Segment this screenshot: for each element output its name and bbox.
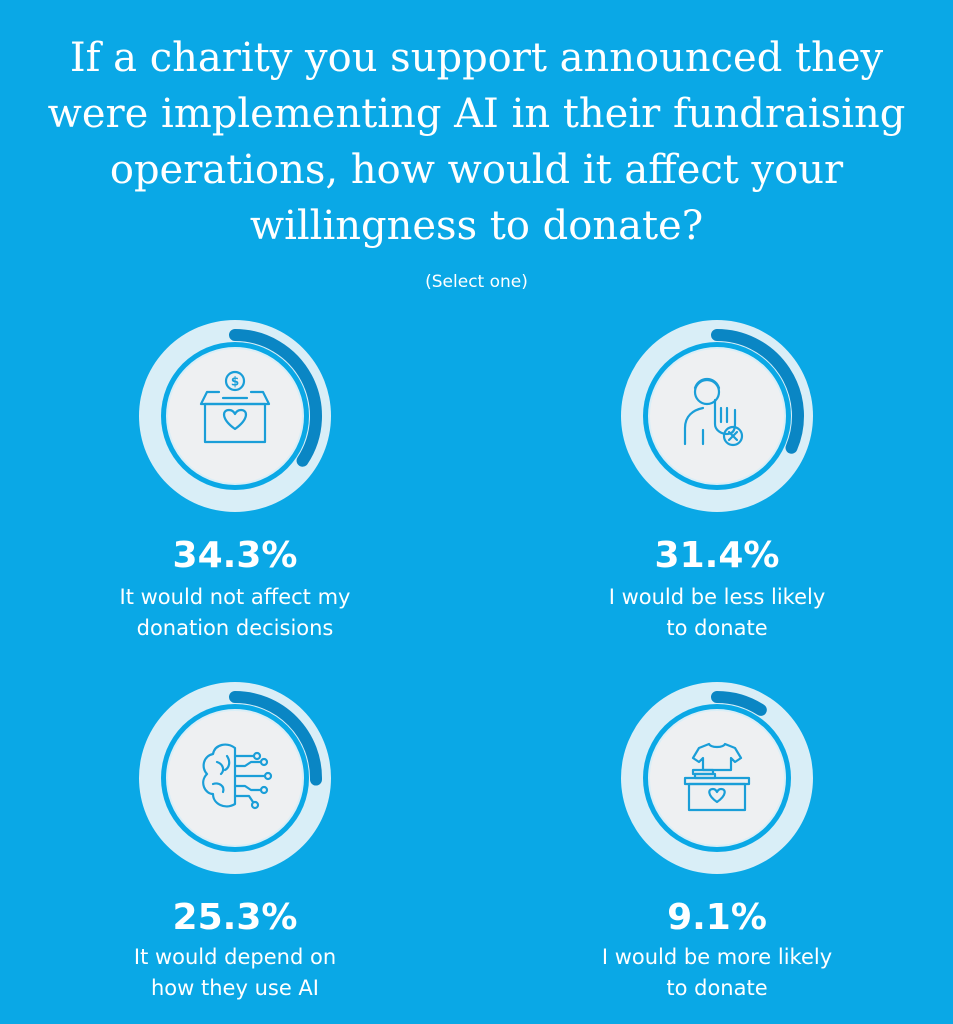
- svg-text:$: $: [231, 375, 239, 389]
- ring-inner-circle: [648, 347, 786, 485]
- stat-label-line-2: to donate: [666, 976, 768, 1000]
- donation-box-icon: $: [199, 370, 271, 444]
- stat-value: 34.3%: [172, 535, 298, 576]
- stat-ring: [621, 682, 813, 874]
- stat-label-line-2: donation decisions: [136, 616, 334, 640]
- stat-ring: [139, 682, 331, 874]
- stat-value: 9.1%: [667, 897, 767, 938]
- chart-subtitle: (Select one): [425, 272, 528, 292]
- stat-value: 31.4%: [654, 535, 780, 576]
- ring-progress-arc: [711, 329, 804, 454]
- ring-progress-arc: [711, 691, 767, 716]
- ring-progress-arc: [229, 329, 322, 467]
- clothes-donation-icon: [683, 742, 751, 812]
- ring-progress-arc: [229, 691, 322, 786]
- stat-label-line-1: I would be more likely: [601, 945, 833, 969]
- stat-label-line-1: It would not affect my: [119, 585, 351, 609]
- stat-label-line-1: It would depend on: [133, 945, 337, 969]
- stat-ring: $: [139, 320, 331, 512]
- stat-label-line-1: I would be less likely: [608, 585, 826, 609]
- ring-inner-circle: [166, 347, 304, 485]
- stat-ring: [621, 320, 813, 512]
- stat-value: 25.3%: [172, 897, 298, 938]
- chart-title: If a charity you support announced they …: [47, 35, 906, 249]
- person-refuse-icon: [683, 377, 744, 447]
- stat-label-line-2: to donate: [666, 616, 768, 640]
- stat-label-line-2: how they use AI: [151, 976, 319, 1000]
- ai-brain-icon: [202, 743, 273, 810]
